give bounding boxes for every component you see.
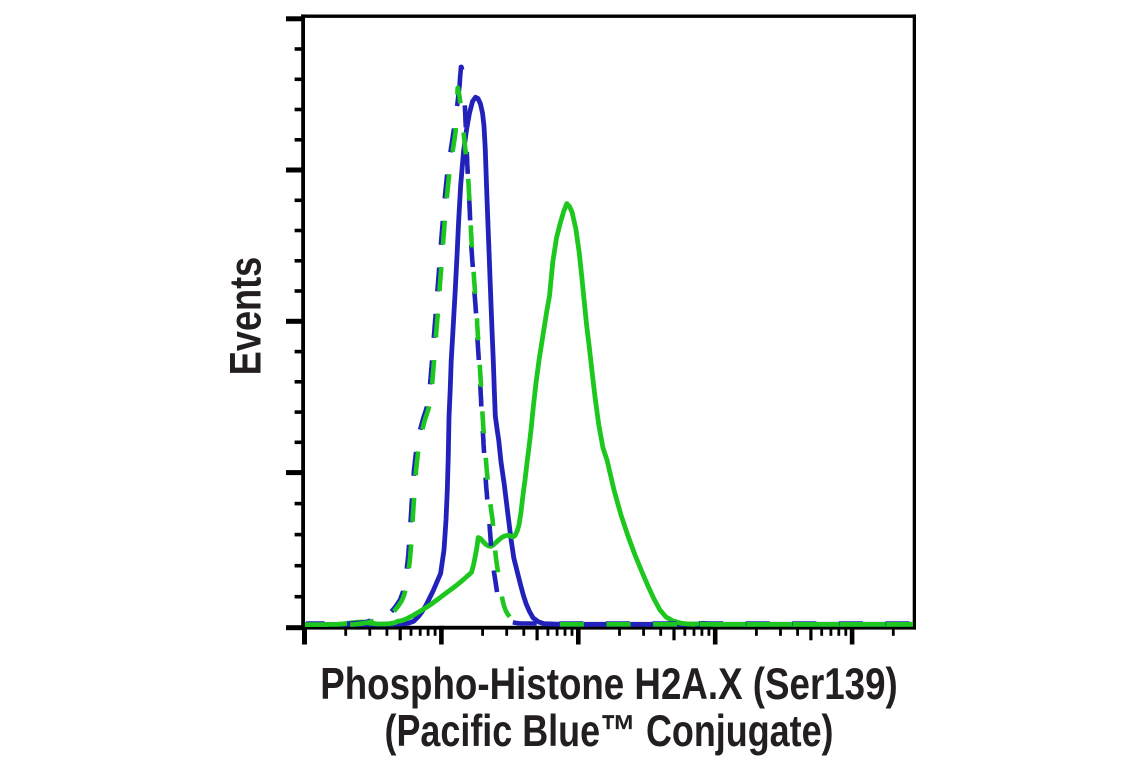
svg-text:(Pacific Blue™ Conjugate): (Pacific Blue™ Conjugate) <box>384 705 833 756</box>
svg-text:Phospho-Histone H2A.X (Ser139): Phospho-Histone H2A.X (Ser139) <box>320 659 897 709</box>
svg-text:Events: Events <box>220 257 270 375</box>
